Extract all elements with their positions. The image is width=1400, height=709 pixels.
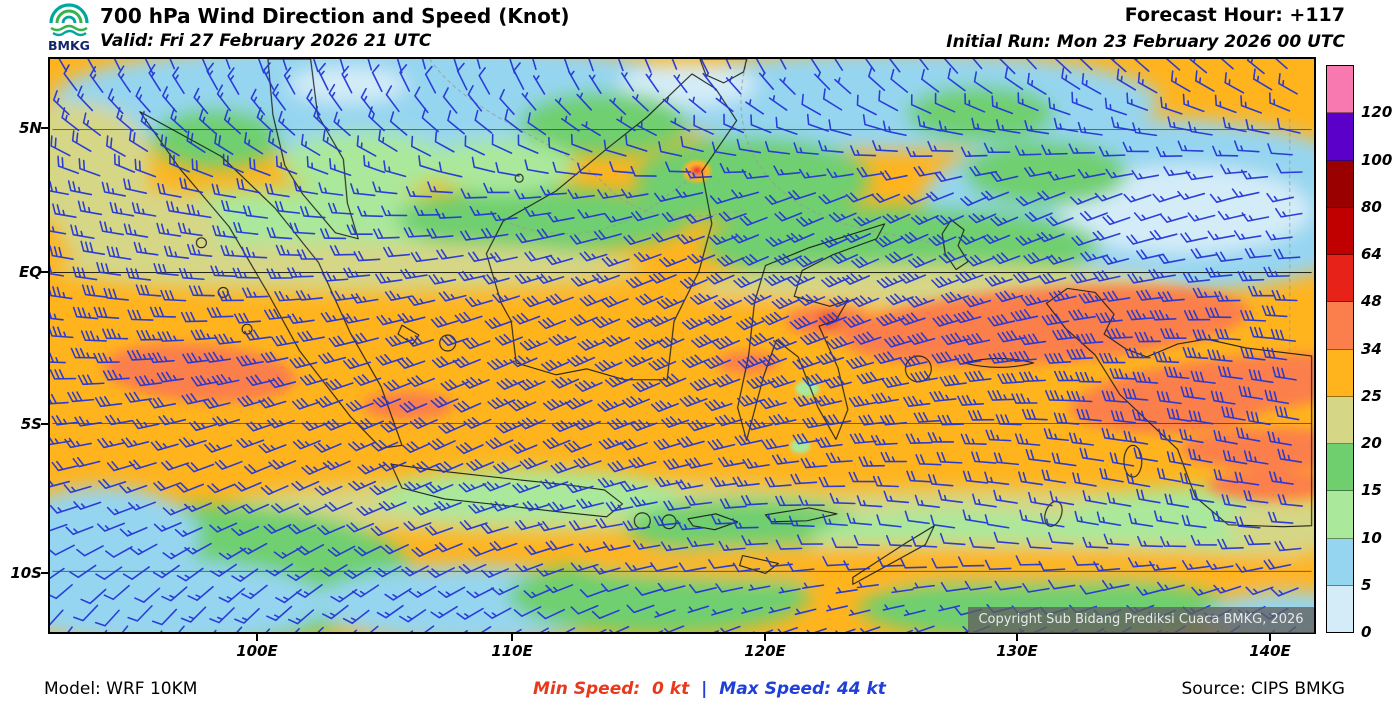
colorbar-segment: 25 [1327, 349, 1382, 405]
lat-label-5n: 5N [19, 119, 42, 137]
colorbar-label: 100 [1361, 150, 1393, 169]
page-title: 700 hPa Wind Direction and Speed (Knot) [100, 4, 570, 28]
axis-tick [41, 572, 48, 574]
colorbar-segment: 20 [1327, 396, 1382, 452]
lat-label-eq: EQ [19, 263, 42, 281]
logo-arc-inner [61, 15, 77, 24]
colorbar-segment: 15 [1327, 444, 1382, 499]
lon-label-120e: 120E [744, 642, 786, 660]
lon-label-100e: 100E [236, 642, 278, 660]
wind-map [48, 57, 1316, 634]
lat-label-10s: 10S [10, 564, 42, 582]
lon-label-130e: 130E [996, 642, 1038, 660]
speed-range: Min Speed: 0 kt | Max Speed: 44 kt [533, 679, 886, 699]
axis-tick [1016, 634, 1018, 641]
logo-text: BMKG [48, 38, 90, 53]
lat-label-5s: 5S [20, 415, 42, 433]
axis-tick [41, 271, 48, 273]
logo-arc-outer [49, 3, 89, 24]
colorbar-segment: 10 [1327, 491, 1382, 547]
logo-wave-2 [52, 29, 87, 37]
colorbar-label: 34 [1361, 339, 1382, 358]
axis-tick [511, 634, 513, 641]
colorbar-label: 80 [1361, 197, 1382, 216]
colorbar-segment: 34 [1327, 302, 1382, 358]
colorbar-label: 48 [1361, 292, 1382, 311]
bmkg-logo: BMKG [48, 3, 90, 53]
axis-tick [1269, 634, 1271, 641]
colorbar-segment: 80 [1327, 160, 1382, 216]
colorbar-segment: 5 [1327, 538, 1371, 594]
max-speed-label: Max Speed: 44 kt [719, 679, 886, 699]
lon-label-140e: 140E [1249, 642, 1291, 660]
wind-barbs [50, 59, 1303, 632]
min-speed-label: Min Speed: 0 kt [533, 679, 690, 699]
model-label: Model: WRF 10KM [44, 679, 198, 699]
colorbar-label: 20 [1361, 434, 1382, 452]
initial-run: Initial Run: Mon 23 February 2026 00 UTC [946, 32, 1345, 52]
colorbar: 120 100 80 64 48 34 25 20 15 10 5 0 [1326, 65, 1392, 641]
colorbar-label: 0 [1361, 623, 1372, 641]
colorbar-segment: 64 [1327, 207, 1382, 263]
colorbar-label: 15 [1361, 481, 1382, 500]
axis-tick [764, 634, 766, 641]
valid-time: Valid: Fri 27 February 2026 21 UTC [100, 31, 432, 51]
logo-arc-mid [55, 9, 83, 24]
lon-label-110e: 110E [491, 642, 533, 660]
axis-tick [41, 127, 48, 129]
axis-tick [256, 634, 258, 641]
colorbar-label: 5 [1361, 575, 1372, 594]
source-label: Source: CIPS BMKG [1181, 679, 1345, 699]
forecast-hour: Forecast Hour: +117 [1124, 4, 1345, 26]
colorbar-label: 25 [1361, 386, 1382, 405]
axis-tick [41, 423, 48, 425]
colorbar-label: 120 [1361, 103, 1393, 122]
colorbar-segment: 100 [1327, 113, 1392, 169]
colorbar-label: 10 [1361, 528, 1382, 547]
colorbar-segment: 120 [1327, 66, 1392, 121]
copyright-overlay: Copyright Sub Bidang Prediksi Cuaca BMKG… [968, 607, 1314, 633]
colorbar-segment: 0 [1327, 585, 1371, 641]
colorbar-label: 64 [1361, 245, 1382, 263]
logo-wave-1 [50, 24, 88, 32]
colorbar-segment: 48 [1327, 255, 1382, 310]
speed-separator: | [701, 679, 708, 699]
